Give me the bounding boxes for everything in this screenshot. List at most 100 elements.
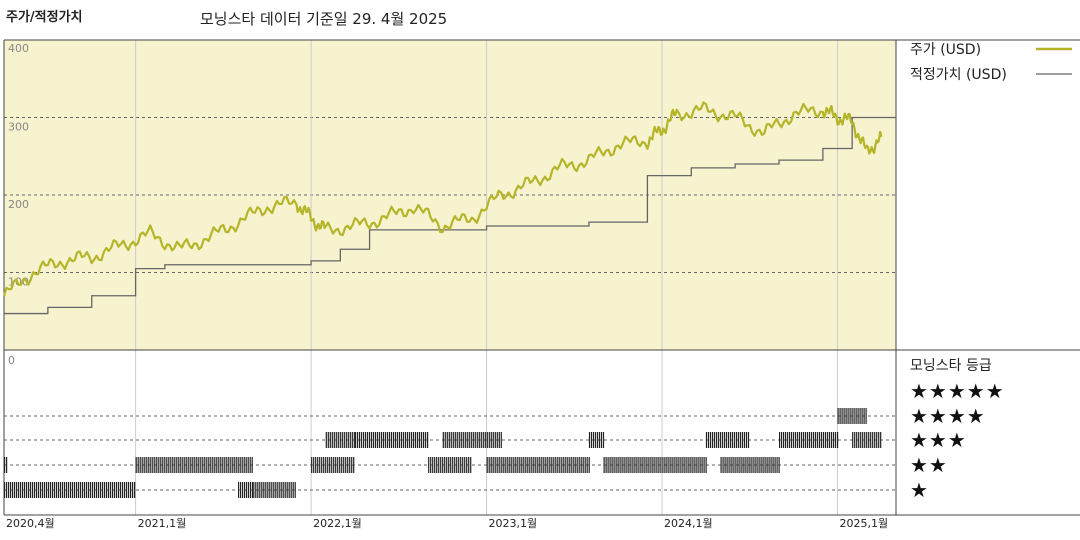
x-tick-label: 2020,4월 — [6, 517, 55, 530]
rating-tick — [128, 482, 130, 498]
rating-tick — [693, 457, 695, 473]
rating-tick — [478, 432, 480, 448]
rating-tick — [434, 457, 436, 473]
rating-tick — [292, 482, 294, 498]
y-tick-label: 0 — [8, 354, 15, 367]
rating-tick — [353, 457, 355, 473]
rating-tick — [381, 432, 383, 448]
rating-tick — [197, 457, 199, 473]
rating-tick — [66, 482, 68, 498]
rating-tick — [331, 432, 333, 448]
rating-tick — [245, 457, 247, 473]
rating-tick — [685, 457, 687, 473]
rating-tick — [760, 457, 762, 473]
rating-tick — [872, 432, 874, 448]
rating-bars — [4, 408, 882, 498]
rating-period-3-star — [325, 432, 355, 448]
rating-tick — [494, 457, 496, 473]
rating-tick — [715, 432, 718, 448]
rating-tick — [514, 457, 516, 473]
rating-tick — [548, 457, 550, 473]
rating-tick — [448, 457, 450, 473]
rating-tick — [817, 432, 819, 448]
rating-tick — [744, 457, 746, 473]
rating-tick — [522, 457, 524, 473]
rating-tick — [458, 432, 460, 448]
rating-tick — [137, 457, 139, 473]
rating-tick — [122, 482, 124, 498]
rating-tick — [462, 432, 464, 448]
rating-tick — [723, 432, 726, 448]
rating-tick — [147, 457, 149, 473]
rating-tick — [248, 482, 250, 498]
rating-tick — [36, 482, 38, 498]
rating-tick — [50, 482, 52, 498]
rating-tick — [705, 432, 708, 448]
rating-period-1-star — [4, 482, 136, 498]
rating-tick — [756, 457, 758, 473]
rating-tick — [391, 432, 393, 448]
rating-tick — [40, 482, 42, 498]
rating-tick — [151, 457, 153, 473]
rating-tick — [778, 457, 780, 473]
rating-tick — [856, 432, 858, 448]
rating-tick — [241, 457, 243, 473]
rating-tick — [768, 457, 770, 473]
rating-period-3-star — [852, 432, 882, 448]
rating-tick — [294, 482, 296, 498]
rating-tick — [244, 482, 246, 498]
rating-period-3-star — [442, 432, 502, 448]
rating-tick — [369, 432, 371, 448]
rating-tick — [681, 457, 683, 473]
rating-tick — [452, 457, 454, 473]
rating-tick — [367, 432, 369, 448]
rating-period-2-star — [603, 457, 707, 473]
rating-tick — [96, 482, 98, 498]
rating-tick — [403, 432, 405, 448]
rating-tick — [868, 432, 870, 448]
rating-tick — [588, 432, 591, 448]
rating-tick — [242, 482, 244, 498]
rating-tick — [695, 457, 697, 473]
rating-tick — [18, 482, 20, 498]
rating-tick — [486, 432, 488, 448]
rating-star-label: ★★★ — [910, 428, 967, 452]
rating-tick — [264, 482, 266, 498]
rating-period-1-star — [252, 482, 296, 498]
rating-tick — [722, 457, 724, 473]
rating-tick — [375, 432, 377, 448]
rating-tick — [4, 457, 6, 473]
rating-tick — [442, 457, 444, 473]
rating-tick — [781, 432, 783, 448]
rating-tick — [727, 432, 730, 448]
rating-tick — [359, 432, 361, 448]
rating-tick — [221, 457, 223, 473]
rating-tick — [268, 482, 270, 498]
rating-tick — [728, 457, 730, 473]
rating-tick — [853, 408, 855, 424]
rating-tick — [594, 432, 597, 448]
rating-tick — [68, 482, 70, 498]
rating-tick — [734, 457, 736, 473]
rating-tick — [339, 457, 341, 473]
rating-tick — [84, 482, 86, 498]
rating-tick — [568, 457, 570, 473]
rating-tick — [126, 482, 128, 498]
rating-tick — [738, 457, 740, 473]
rating-tick — [246, 482, 248, 498]
rating-tick — [16, 482, 18, 498]
rating-tick — [639, 457, 641, 473]
rating-tick — [201, 457, 203, 473]
rating-tick — [191, 457, 193, 473]
rating-tick — [464, 432, 466, 448]
rating-tick — [231, 457, 233, 473]
rating-tick — [476, 432, 478, 448]
rating-tick — [389, 432, 391, 448]
rating-tick — [88, 482, 90, 498]
rating-tick — [669, 457, 671, 473]
rating-tick — [647, 457, 649, 473]
rating-tick — [776, 457, 778, 473]
rating-tick — [631, 457, 633, 473]
rating-tick — [745, 432, 748, 448]
rating-tick — [653, 457, 655, 473]
